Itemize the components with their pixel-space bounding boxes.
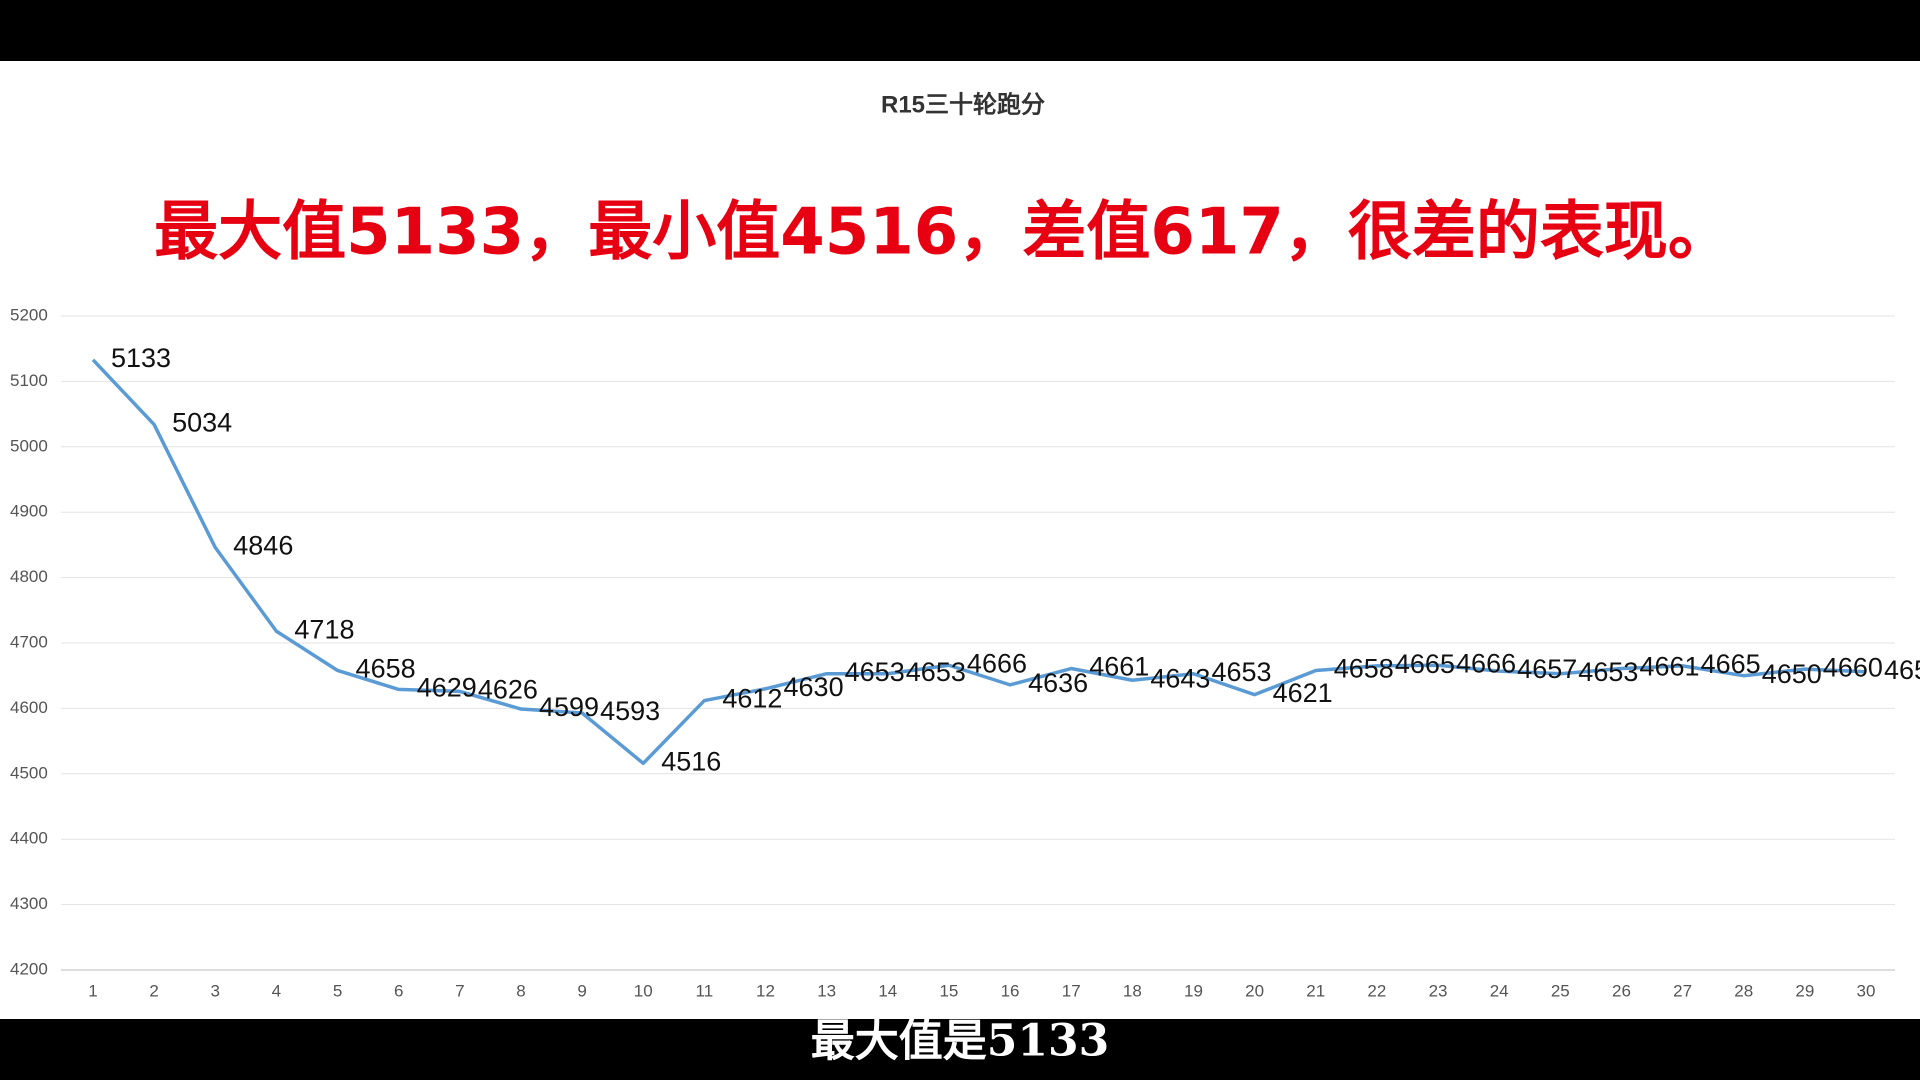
x-tick-label: 25 — [1551, 981, 1570, 1000]
x-tick-label: 21 — [1306, 981, 1325, 1000]
data-label: 4665 — [1395, 649, 1455, 679]
y-tick-label: 5100 — [10, 371, 48, 390]
chart-background — [0, 61, 1920, 1019]
data-label: 5133 — [111, 343, 171, 373]
x-tick-label: 10 — [634, 981, 653, 1000]
data-label: 4718 — [294, 614, 354, 644]
data-label: 4666 — [1456, 648, 1516, 678]
y-tick-label: 4900 — [10, 502, 48, 521]
y-tick-label: 4500 — [10, 763, 48, 782]
data-label: 4621 — [1273, 678, 1333, 708]
x-tick-label: 5 — [333, 981, 342, 1000]
data-label: 4657 — [1517, 654, 1577, 684]
data-label: 4660 — [1823, 652, 1883, 682]
x-tick-label: 27 — [1673, 981, 1692, 1000]
y-tick-label: 4800 — [10, 567, 48, 586]
x-tick-label: 6 — [394, 981, 403, 1000]
x-tick-label: 26 — [1612, 981, 1631, 1000]
data-label: 4653 — [845, 657, 905, 687]
x-tick-label: 8 — [516, 981, 525, 1000]
data-label: 4658 — [1334, 654, 1394, 684]
data-label: 4626 — [478, 675, 538, 705]
x-tick-label: 4 — [272, 981, 281, 1000]
x-tick-label: 14 — [878, 981, 897, 1000]
x-tick-label: 29 — [1795, 981, 1814, 1000]
series-line — [91, 358, 1867, 766]
data-label: 4661 — [1639, 652, 1699, 682]
x-tick-label: 11 — [696, 981, 714, 1000]
x-tick-label: 12 — [756, 981, 775, 1000]
data-label: 4599 — [539, 692, 599, 722]
annotation: 最大值5133，最小值4516，差值617，很差的表现。 — [154, 196, 1732, 270]
x-tick-label: 20 — [1245, 981, 1264, 1000]
data-label: 4643 — [1150, 663, 1210, 693]
data-label: 4658 — [356, 654, 416, 684]
y-tick-label: 5000 — [10, 436, 48, 455]
data-label: 4636 — [1028, 668, 1088, 698]
x-tick-label: 18 — [1123, 981, 1142, 1000]
data-label: 4653 — [1578, 657, 1638, 687]
data-label: 4653 — [1211, 657, 1271, 687]
x-tick-label: 28 — [1734, 981, 1753, 1000]
chart-title: R15三十轮跑分 — [881, 90, 1045, 118]
data-label: 4630 — [784, 672, 844, 702]
x-tick-label: 22 — [1367, 981, 1386, 1000]
x-tick-label: 1 — [88, 981, 97, 1000]
x-tick-label: 13 — [817, 981, 836, 1000]
x-tick-label: 30 — [1857, 981, 1876, 1000]
data-label: 4661 — [1089, 652, 1149, 682]
data-label: 4846 — [233, 531, 293, 561]
data-label: 4629 — [417, 673, 477, 703]
y-tick-label: 4700 — [10, 632, 48, 651]
data-label: 4653 — [906, 657, 966, 687]
data-label: 4650 — [1762, 659, 1822, 689]
x-tick-label: 9 — [577, 981, 586, 1000]
data-label: 5034 — [172, 408, 232, 438]
x-tick-label: 19 — [1184, 981, 1203, 1000]
caption: 最大值是5133 — [811, 1016, 1109, 1067]
x-tick-label: 2 — [149, 981, 158, 1000]
data-label: 4612 — [722, 684, 782, 714]
x-tick-label: 3 — [211, 981, 220, 1000]
data-label: 4593 — [600, 696, 660, 726]
y-tick-label: 5200 — [10, 305, 48, 324]
x-tick-label: 7 — [455, 981, 464, 1000]
x-tick-label: 17 — [1062, 981, 1081, 1000]
x-tick-label: 23 — [1429, 981, 1448, 1000]
x-tick-label: 15 — [939, 981, 958, 1000]
data-label: 4516 — [661, 746, 721, 776]
y-tick-label: 4600 — [10, 698, 48, 717]
x-tick-label: 16 — [1001, 981, 1020, 1000]
data-label: 4656 — [1884, 655, 1920, 685]
data-label: 4666 — [967, 648, 1027, 678]
y-tick-label: 4200 — [10, 959, 48, 978]
x-tick-label: 24 — [1490, 981, 1509, 1000]
data-label: 4665 — [1701, 649, 1761, 679]
y-tick-label: 4400 — [10, 829, 48, 848]
y-tick-label: 4300 — [10, 894, 48, 913]
